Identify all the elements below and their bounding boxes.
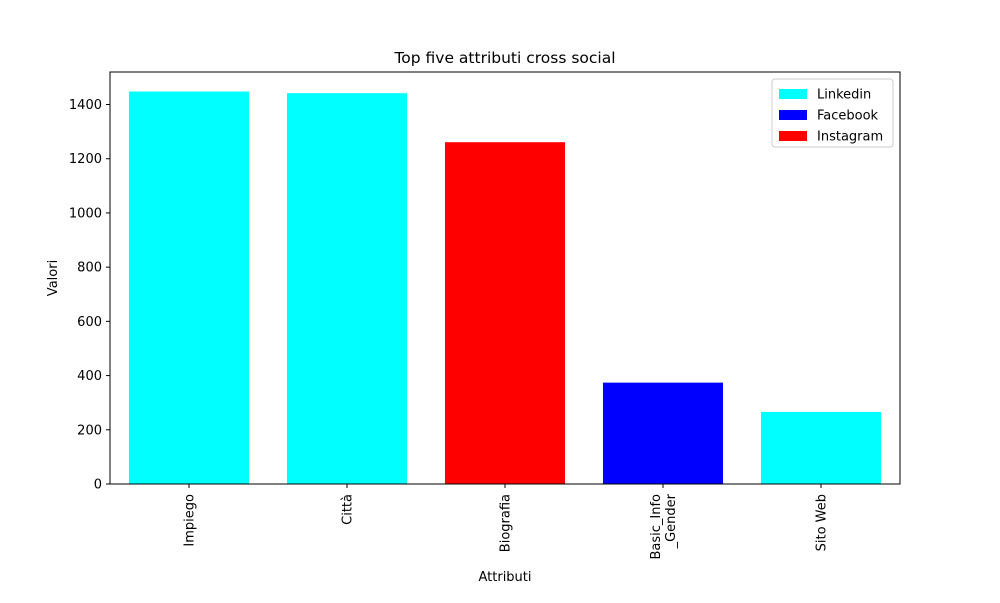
x-tick-label: Basic_Info (649, 494, 664, 560)
y-tick-label: 1400 (69, 98, 102, 113)
y-axis: 0 200 400 600 800 1000 1200 1400 (69, 98, 110, 493)
x-tick-label: Biografia (499, 494, 514, 552)
legend-swatch (779, 110, 807, 120)
x-tick-label: Città (341, 494, 356, 525)
x-tick-label: _Gender (664, 493, 679, 549)
bar-1 (128, 91, 250, 484)
y-tick-label: 200 (77, 423, 102, 438)
legend-label: Instagram (817, 130, 883, 145)
bar-4 (602, 382, 724, 484)
bar-2 (286, 93, 408, 485)
bars-group (128, 91, 882, 485)
plot-frame (109, 71, 901, 485)
legend-label: Linkedin (817, 88, 871, 103)
chart-title: Top five attributi cross social (393, 49, 615, 67)
x-axis: Impiego Città Biografia Basic_Info _Gender Si… (183, 484, 830, 560)
legend-swatch (779, 131, 807, 141)
x-axis-label: Attributi (478, 570, 531, 585)
y-tick-label: 600 (77, 315, 102, 330)
x-tick-label: Impiego (183, 494, 198, 547)
y-axis-label: Valori (46, 260, 61, 296)
y-tick-label: 0 (94, 478, 102, 493)
y-tick-label: 400 (77, 369, 102, 384)
y-tick-label: 1200 (69, 152, 102, 167)
x-tick-label: Sito Web (815, 494, 830, 551)
bar-5 (760, 411, 882, 484)
legend-swatch (779, 89, 807, 99)
bar-3 (444, 142, 566, 484)
y-tick-label: 800 (77, 261, 102, 276)
legend: Linkedin Facebook Instagram (771, 78, 894, 148)
legend-label: Facebook (817, 109, 879, 124)
y-tick-label: 1000 (69, 206, 102, 221)
